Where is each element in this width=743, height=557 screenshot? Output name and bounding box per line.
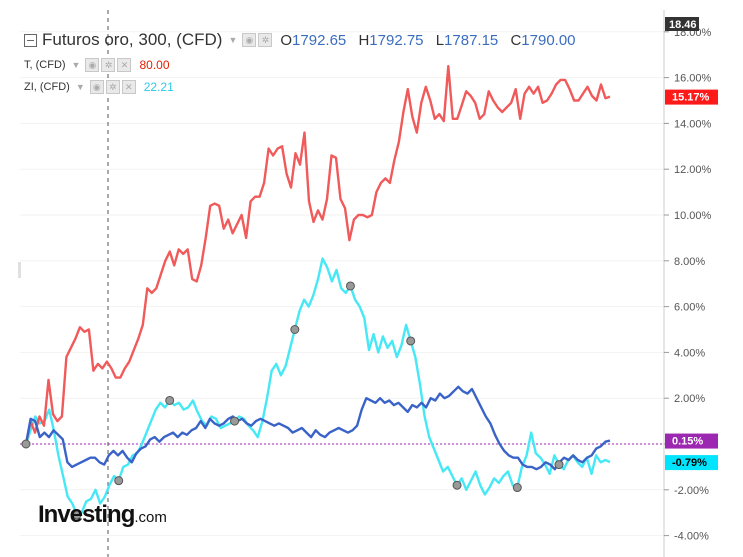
legend-main-row: Futuros oro, 300, (CFD) ▼ ◉ ✲ O1792.65 H1… — [24, 26, 584, 54]
last-value-badge-text: -0.79% — [672, 457, 707, 469]
main-symbol-label: Futuros oro, 300, (CFD) — [42, 30, 223, 49]
eye-icon[interactable]: ◉ — [242, 33, 257, 47]
last-value-badge-bg — [665, 455, 718, 471]
left-scroll-handle[interactable] — [18, 262, 21, 278]
axis-tick-label: -4.00% — [674, 531, 709, 543]
collapse-icon[interactable] — [24, 33, 37, 47]
event-marker[interactable] — [290, 325, 300, 334]
last-value-badge-bg — [665, 89, 718, 105]
logo-brand: Investing — [38, 501, 135, 528]
event-marker[interactable] — [72, 510, 82, 520]
chevron-down-icon[interactable]: ▼ — [71, 60, 81, 70]
axis-tick-label: 8.00% — [674, 256, 705, 268]
axis-tick-label: 6.00% — [674, 302, 705, 314]
axis-tick-label: 2.00% — [674, 393, 705, 405]
legend-row-t: T, (CFD) ▼ ◉ ✲ ✕ 80.00 — [24, 54, 584, 76]
logo-suffix: .com — [134, 509, 167, 526]
axis-tick-label: 10.00% — [674, 210, 712, 222]
chevron-down-icon[interactable]: ▼ — [228, 35, 238, 45]
top-price-text: 18.46 — [669, 19, 697, 31]
low-value: 1787.15 — [444, 31, 499, 49]
close-icon[interactable]: ✕ — [117, 58, 132, 72]
last-value-badge-text: 0.15% — [672, 436, 703, 448]
ohlc-values: O1792.65 H1792.75 L1787.15 C1790.00 — [280, 32, 583, 49]
series-t-label: T, (CFD) — [24, 59, 66, 71]
series-t-value: 80.00 — [139, 58, 170, 72]
last-value-badge-text: 15.17% — [672, 92, 710, 104]
open-value: 1792.65 — [292, 31, 347, 49]
price-axis[interactable]: -4.00%-2.00%0.00%2.00%4.00%6.00%8.00%10.… — [664, 27, 712, 543]
top-price-label: 18.46 — [665, 17, 699, 31]
series-line-zi — [24, 257, 611, 517]
investing-logo[interactable]: Investing.com — [38, 501, 167, 529]
series-line-t — [24, 64, 611, 445]
close-value: 1790.00 — [521, 31, 576, 49]
gridlines — [20, 31, 664, 537]
high-value: 1792.75 — [369, 31, 424, 49]
gear-icon[interactable]: ✲ — [101, 58, 116, 72]
open-label: O — [280, 31, 293, 49]
axis-tick-label: 16.00% — [674, 73, 712, 85]
event-marker[interactable] — [230, 416, 240, 426]
legend-row-zi: ZI, (CFD) ▼ ◉ ✲ ✕ 22.21 — [24, 76, 584, 98]
event-marker[interactable] — [114, 476, 124, 486]
gear-icon[interactable]: ✲ — [258, 33, 273, 47]
series-zi-value: 22.21 — [143, 80, 174, 94]
series-zi-label: ZI, (CFD) — [24, 81, 70, 93]
last-value-badges: 15.17% 0.15% -0.79% — [665, 89, 718, 471]
event-marker[interactable] — [345, 281, 355, 291]
event-marker[interactable] — [452, 480, 462, 490]
event-marker[interactable] — [554, 460, 564, 470]
last-value-badge-bg — [665, 433, 718, 449]
top-price-badge-bg — [665, 17, 699, 31]
axis-tick-label: 4.00% — [674, 347, 705, 359]
close-icon[interactable]: ✕ — [121, 80, 136, 94]
eye-icon[interactable]: ◉ — [85, 58, 100, 72]
axis-tick-label: -2.00% — [674, 485, 709, 497]
event-markers — [21, 281, 564, 520]
chevron-down-icon[interactable]: ▼ — [75, 82, 85, 92]
axis-tick-label: 12.00% — [674, 164, 712, 176]
close-label: C — [510, 31, 522, 49]
gear-icon[interactable]: ✲ — [105, 80, 120, 94]
event-marker[interactable] — [512, 483, 522, 493]
event-marker[interactable] — [406, 336, 416, 346]
low-label: L — [435, 31, 445, 49]
event-marker[interactable] — [165, 395, 175, 405]
series-layer — [24, 64, 611, 517]
eye-icon[interactable]: ◉ — [89, 80, 104, 94]
high-label: H — [358, 31, 370, 49]
chart-legend: Futuros oro, 300, (CFD) ▼ ◉ ✲ O1792.65 H1… — [24, 26, 584, 98]
event-marker[interactable] — [21, 439, 31, 449]
axis-tick-label: 14.00% — [674, 118, 712, 130]
series-line-futuros-oro — [24, 385, 611, 471]
